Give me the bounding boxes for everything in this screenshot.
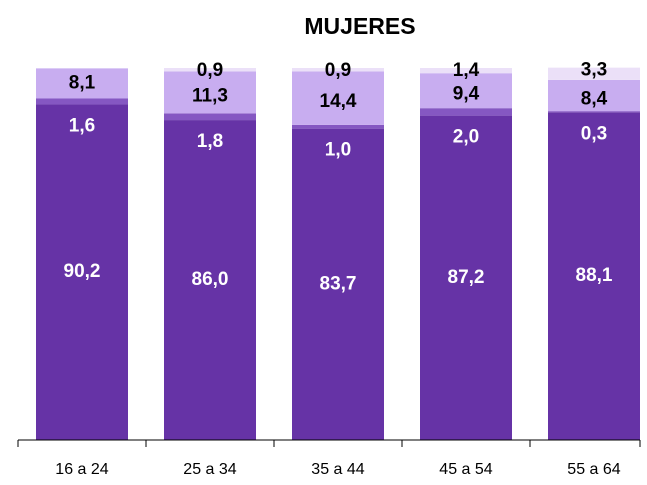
x-tick-label: 16 a 24 — [55, 461, 108, 478]
bar-segment — [292, 124, 384, 129]
bar-segment — [548, 79, 640, 112]
x-tick-label: 55 a 64 — [567, 461, 620, 478]
bar-segment — [420, 73, 512, 109]
bar-segment — [548, 112, 640, 440]
value-label: 86,0 — [192, 269, 229, 290]
value-label: 1,0 — [325, 140, 351, 161]
value-label: 90,2 — [64, 261, 101, 282]
value-label: 8,4 — [581, 89, 608, 110]
value-label: 11,3 — [192, 85, 228, 106]
bar-segment — [36, 68, 128, 99]
bar-segment — [420, 108, 512, 116]
bar-segment — [420, 115, 512, 440]
bar-segment — [548, 67, 640, 80]
value-label: 3,3 — [581, 60, 607, 81]
value-label: 83,7 — [320, 273, 357, 294]
x-tick-label: 35 a 44 — [311, 461, 364, 478]
bar-segment — [164, 68, 256, 72]
value-label: 87,2 — [448, 267, 485, 288]
value-label: 2,0 — [453, 127, 479, 148]
bar-segment — [292, 68, 384, 72]
value-label: 0,3 — [581, 123, 607, 144]
x-tick-label: 25 a 34 — [183, 461, 236, 478]
bar-segment — [548, 111, 640, 113]
bar-segment — [36, 98, 128, 105]
value-label: 8,1 — [69, 72, 96, 93]
x-tick-label: 45 a 54 — [439, 461, 492, 478]
bar-segment — [420, 68, 512, 74]
bar-segment — [36, 104, 128, 441]
value-label: 88,1 — [576, 265, 613, 286]
value-label: 1,4 — [453, 60, 480, 81]
value-label: 9,4 — [453, 84, 480, 105]
value-label: 0,9 — [325, 60, 351, 81]
bar-segment — [164, 113, 256, 121]
bar-segment — [292, 128, 384, 441]
value-label: 1,6 — [69, 115, 95, 136]
value-label: 1,8 — [197, 131, 223, 152]
value-label: 14,4 — [320, 91, 357, 112]
bar-segment — [292, 71, 384, 125]
chart-title: MUJERES — [304, 13, 415, 39]
bar-segment — [164, 71, 256, 114]
bar-segment — [164, 120, 256, 440]
value-label: 0,9 — [197, 60, 223, 81]
